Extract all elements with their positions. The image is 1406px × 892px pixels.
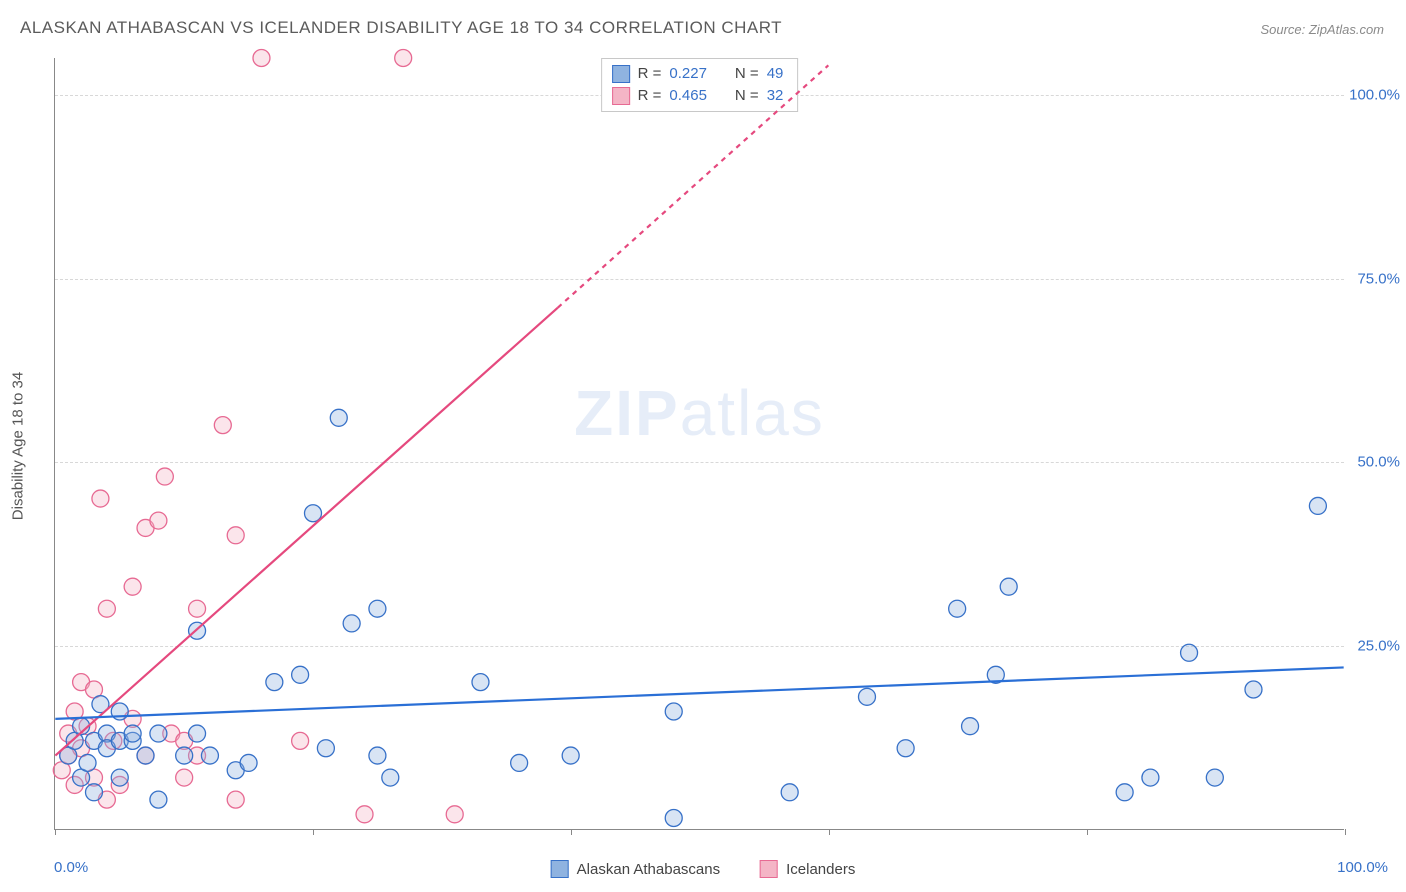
data-point-blue [150, 725, 167, 742]
data-point-blue [369, 600, 386, 617]
data-point-pink [227, 791, 244, 808]
trend-line [55, 667, 1343, 718]
data-point-blue [201, 747, 218, 764]
data-point-blue [369, 747, 386, 764]
data-point-blue [124, 725, 141, 742]
data-point-blue [317, 740, 334, 757]
data-point-pink [124, 578, 141, 595]
data-point-blue [665, 703, 682, 720]
data-point-blue [85, 784, 102, 801]
data-point-pink [92, 490, 109, 507]
data-point-blue [1116, 784, 1133, 801]
data-point-blue [1181, 644, 1198, 661]
legend-label-pink: Icelanders [786, 861, 855, 878]
data-point-blue [1206, 769, 1223, 786]
data-point-pink [292, 732, 309, 749]
data-point-pink [98, 600, 115, 617]
data-point-pink [176, 769, 193, 786]
data-point-blue [511, 754, 528, 771]
data-point-blue [79, 754, 96, 771]
chart-title: ALASKAN ATHABASCAN VS ICELANDER DISABILI… [20, 18, 782, 38]
x-axis-min-label: 0.0% [54, 859, 88, 876]
data-point-blue [665, 809, 682, 826]
y-tick-label: 50.0% [1357, 454, 1400, 471]
data-point-blue [382, 769, 399, 786]
legend-label-blue: Alaskan Athabascans [577, 861, 720, 878]
data-point-blue [1245, 681, 1262, 698]
swatch-blue-icon [551, 860, 569, 878]
data-point-blue [330, 409, 347, 426]
y-tick-label: 25.0% [1357, 638, 1400, 655]
x-tick [1087, 829, 1088, 835]
x-tick [313, 829, 314, 835]
data-point-blue [562, 747, 579, 764]
x-tick [55, 829, 56, 835]
swatch-pink-icon [760, 860, 778, 878]
data-point-blue [897, 740, 914, 757]
data-point-blue [1000, 578, 1017, 595]
data-point-pink [156, 468, 173, 485]
data-point-blue [472, 674, 489, 691]
legend-item-blue: Alaskan Athabascans [551, 860, 720, 878]
y-tick-label: 75.0% [1357, 270, 1400, 287]
series-legend: Alaskan Athabascans Icelanders [551, 860, 856, 878]
data-point-blue [1309, 497, 1326, 514]
data-point-blue [137, 747, 154, 764]
data-point-blue [292, 666, 309, 683]
data-point-blue [150, 791, 167, 808]
data-point-blue [189, 725, 206, 742]
data-point-pink [253, 50, 270, 67]
data-point-blue [266, 674, 283, 691]
data-point-blue [962, 718, 979, 735]
plot-area: ZIPatlas 25.0%50.0%75.0%100.0% R = 0.227… [54, 58, 1344, 830]
data-point-blue [240, 754, 257, 771]
source-attribution: Source: ZipAtlas.com [1260, 22, 1384, 37]
y-tick-label: 100.0% [1349, 86, 1400, 103]
x-tick [829, 829, 830, 835]
data-point-blue [176, 747, 193, 764]
data-point-pink [227, 527, 244, 544]
data-point-blue [781, 784, 798, 801]
data-point-blue [1142, 769, 1159, 786]
data-point-pink [150, 512, 167, 529]
x-axis-max-label: 100.0% [1337, 859, 1388, 876]
data-point-blue [858, 688, 875, 705]
data-point-pink [214, 417, 231, 434]
data-point-blue [949, 600, 966, 617]
legend-item-pink: Icelanders [760, 860, 855, 878]
data-point-blue [111, 769, 128, 786]
data-point-pink [446, 806, 463, 823]
correlation-chart: ALASKAN ATHABASCAN VS ICELANDER DISABILI… [0, 0, 1406, 892]
data-point-blue [343, 615, 360, 632]
data-point-pink [395, 50, 412, 67]
trend-line [558, 65, 829, 307]
data-point-pink [189, 600, 206, 617]
x-tick [1345, 829, 1346, 835]
x-tick [571, 829, 572, 835]
y-axis-label: Disability Age 18 to 34 [10, 372, 27, 520]
scatter-svg [55, 58, 1344, 829]
data-point-pink [356, 806, 373, 823]
